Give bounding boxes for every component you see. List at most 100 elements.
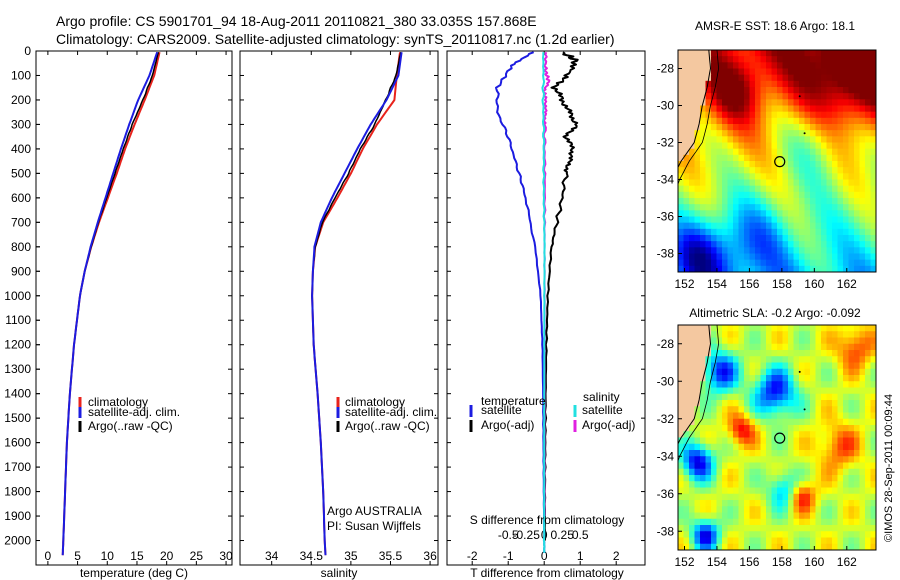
field-cell	[804, 400, 811, 407]
field-cell	[815, 62, 822, 70]
field-cell	[705, 198, 712, 205]
field-cell	[755, 337, 762, 345]
field-cell	[749, 512, 756, 520]
field-cell	[870, 216, 876, 224]
field-cell	[865, 450, 872, 457]
field-cell	[810, 222, 817, 230]
field-cell	[733, 222, 740, 230]
field-cell	[749, 450, 756, 457]
field-cell	[705, 531, 712, 539]
field-cell	[727, 210, 734, 218]
land-cell	[689, 50, 696, 57]
field-cell	[678, 247, 685, 255]
field-cell	[722, 105, 729, 113]
land-cell	[678, 68, 685, 76]
field-cell	[821, 216, 828, 224]
field-cell	[826, 253, 833, 261]
field-cell	[760, 241, 767, 248]
field-cell	[854, 222, 861, 230]
field-cell	[804, 437, 811, 445]
field-cell	[843, 518, 850, 526]
field-cell	[821, 418, 828, 426]
field-cell	[848, 241, 855, 248]
field-cell	[782, 99, 789, 107]
island-marker	[803, 408, 806, 411]
field-cell	[705, 437, 712, 445]
field-cell	[744, 456, 751, 464]
field-cell	[744, 512, 751, 520]
field-cell	[738, 450, 745, 457]
field-cell	[700, 222, 707, 230]
field-cell	[832, 412, 839, 420]
field-cell	[722, 111, 729, 119]
field-cell	[733, 68, 740, 76]
field-cell	[870, 241, 876, 248]
field-cell	[760, 235, 767, 242]
field-cell	[738, 80, 745, 88]
map-lat-label: -30	[657, 374, 675, 388]
field-cell	[760, 62, 767, 70]
field-cell	[733, 325, 740, 332]
field-cell	[689, 247, 696, 255]
field-cell	[848, 525, 855, 532]
field-cell	[865, 362, 872, 370]
field-cell	[749, 191, 756, 199]
field-cell	[821, 525, 828, 532]
land-cell	[678, 136, 685, 144]
field-cell	[799, 247, 806, 255]
land-cell	[705, 56, 712, 63]
field-cell	[788, 362, 795, 370]
field-cell	[749, 50, 756, 57]
field-cell	[733, 185, 740, 193]
field-cell	[826, 462, 833, 470]
field-cell	[782, 350, 789, 357]
field-cell	[727, 356, 734, 364]
field-cell	[760, 56, 767, 63]
field-cell	[821, 142, 828, 150]
field-cell	[788, 543, 795, 550]
field-cell	[821, 393, 828, 401]
field-cell	[793, 462, 800, 470]
field-cell	[821, 512, 828, 520]
field-cell	[865, 68, 872, 76]
field-cell	[865, 265, 872, 272]
field-cell	[711, 253, 718, 261]
field-cell	[733, 518, 740, 526]
field-cell	[804, 487, 811, 495]
field-cell	[722, 462, 729, 470]
field-cell	[711, 356, 718, 364]
field-cell	[749, 198, 756, 205]
field-cell	[694, 506, 701, 514]
field-cell	[766, 531, 773, 539]
field-cell	[755, 343, 762, 351]
field-cell	[711, 148, 718, 156]
field-cell	[821, 228, 828, 236]
field-cell	[744, 412, 751, 420]
field-cell	[678, 259, 685, 267]
field-cell	[716, 99, 723, 107]
field-cell	[683, 179, 690, 187]
field-cell	[782, 456, 789, 464]
field-cell	[810, 161, 817, 168]
field-cell	[815, 198, 822, 205]
field-cell	[865, 198, 872, 205]
field-cell	[727, 105, 734, 113]
field-cell	[738, 124, 745, 131]
field-cell	[689, 167, 696, 174]
map-lon-label: 156	[739, 277, 759, 291]
map-lat-label: -38	[657, 247, 675, 261]
field-cell	[738, 111, 745, 119]
field-cell	[689, 462, 696, 470]
field-cell	[705, 161, 712, 168]
field-cell	[738, 500, 745, 507]
field-cell	[859, 481, 866, 489]
field-cell	[843, 450, 850, 457]
field-cell	[804, 418, 811, 426]
field-cell	[843, 412, 850, 420]
field-cell	[782, 500, 789, 507]
field-cell	[826, 62, 833, 70]
field-cell	[821, 493, 828, 501]
field-cell	[678, 210, 685, 218]
field-cell	[826, 179, 833, 187]
field-cell	[821, 198, 828, 205]
